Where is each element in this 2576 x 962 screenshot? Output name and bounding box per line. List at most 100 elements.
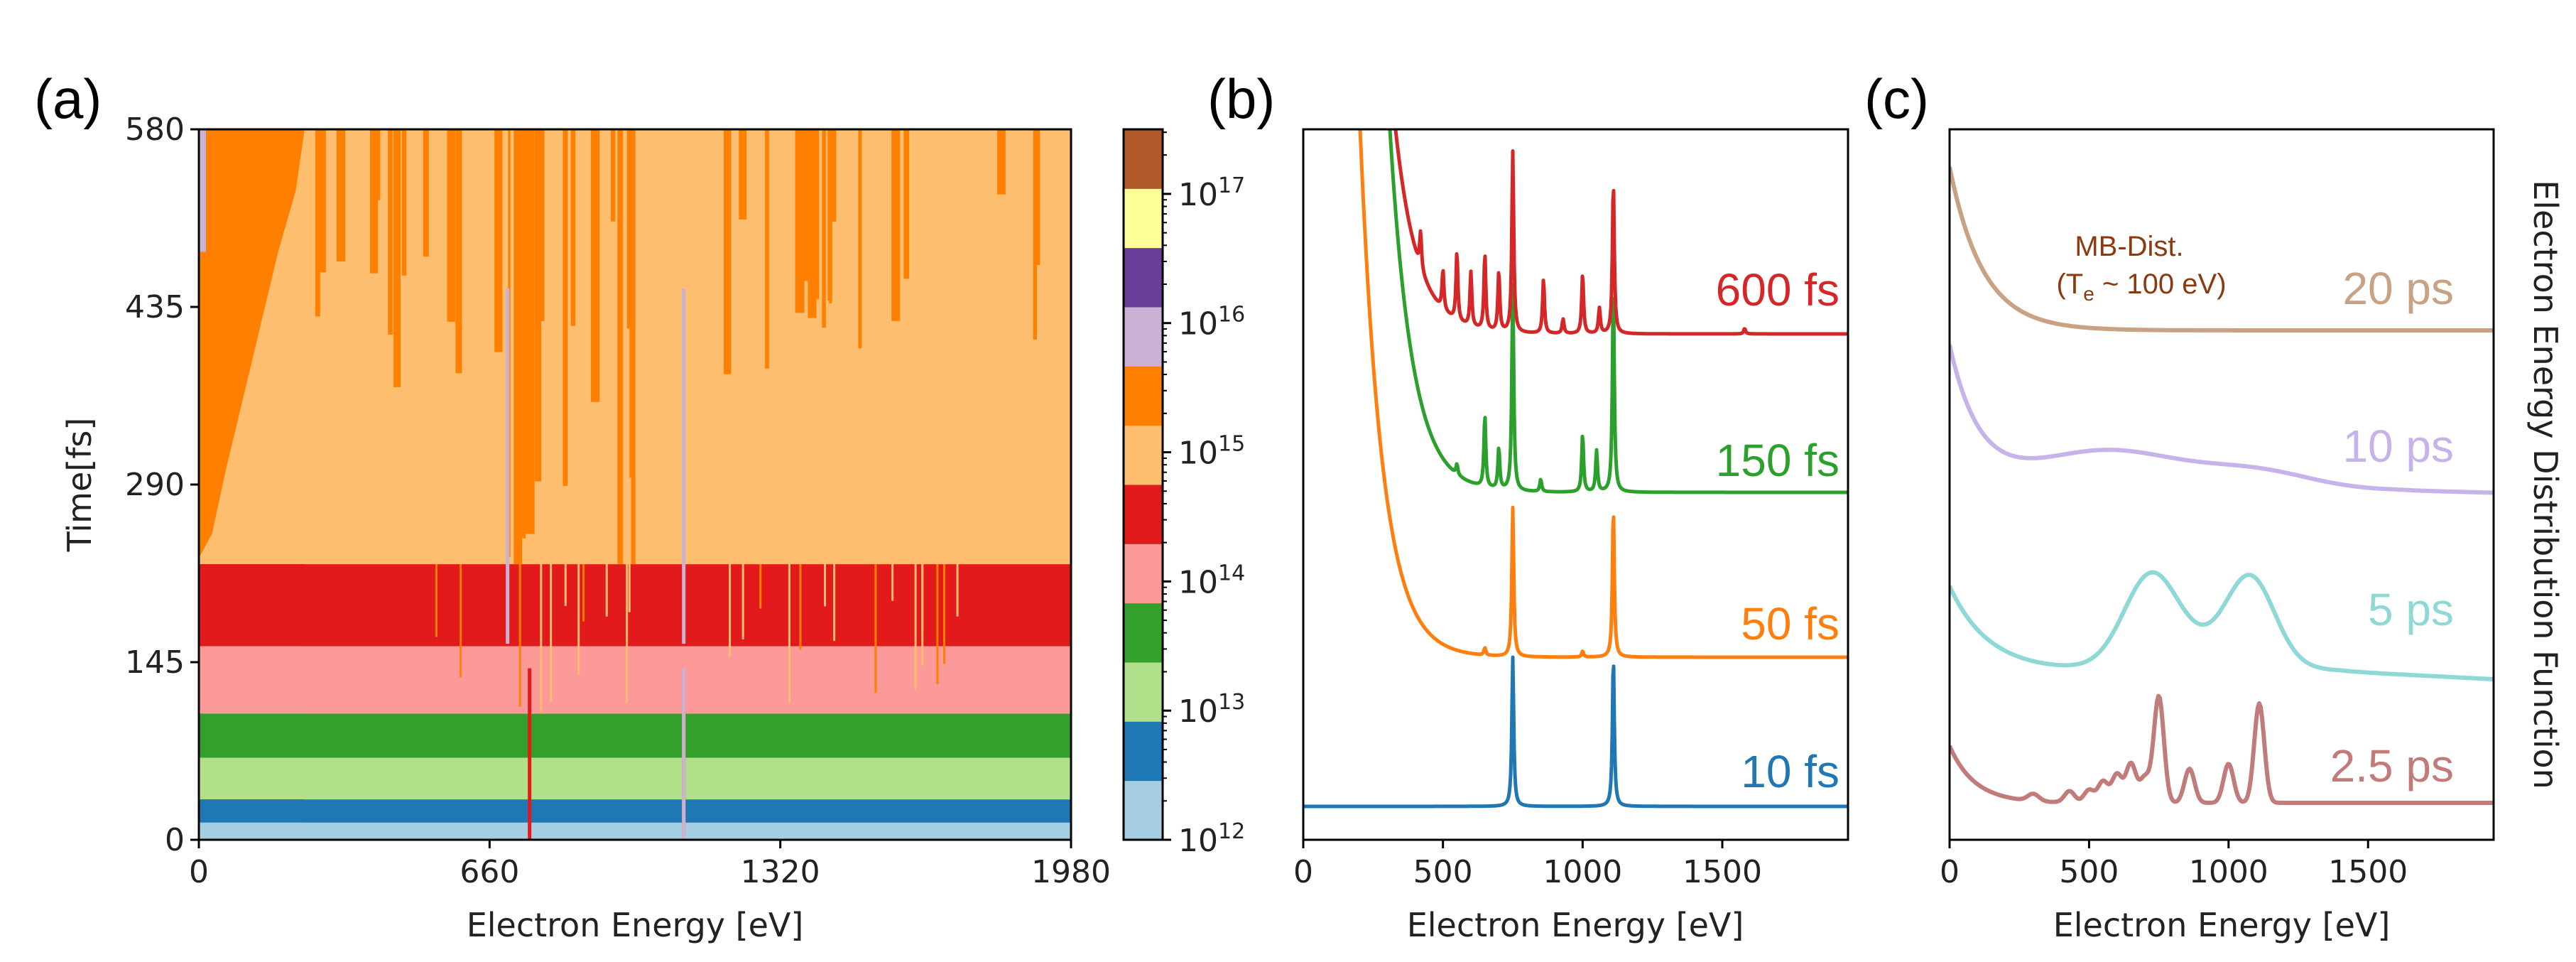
spectra-fs-plot-area	[1303, 129, 1848, 809]
x-tick-label: 1000	[1543, 854, 1622, 890]
heatmap-streak	[741, 564, 744, 639]
heatmap-streak	[563, 129, 568, 486]
heatmap-streak	[393, 129, 401, 387]
heatmap-streak	[423, 129, 429, 257]
heatmap-streak	[460, 564, 462, 678]
heatmap-streak	[833, 564, 836, 642]
heatmap-streak	[577, 564, 580, 676]
series-line-10-fs	[1303, 655, 1848, 809]
heatmap-streak	[824, 564, 827, 607]
heatmap-band-2	[199, 757, 1071, 800]
heatmap-streak-lavender	[506, 288, 510, 644]
y-tick-label: 435	[125, 289, 185, 325]
colorbar-segment	[1124, 602, 1163, 663]
heatmap-band-step	[199, 713, 305, 724]
series-label-150-fs: 150 fs	[1716, 435, 1839, 486]
heatmap-band-step	[199, 564, 305, 574]
heatmap-streak	[830, 129, 837, 222]
heatmap-streak	[401, 129, 407, 276]
heatmap-streak	[739, 129, 747, 220]
heatmap-streak	[942, 564, 945, 664]
heatmap-band-3	[199, 713, 1071, 758]
heatmap-x-axis-title: Electron Energy [eV]	[467, 906, 804, 944]
heatmap-streak	[617, 129, 624, 565]
panel-label-c: (c)	[1864, 67, 1929, 130]
heatmap-streak	[534, 129, 542, 482]
heatmap-streak	[626, 129, 631, 329]
heatmap-band-step	[199, 822, 305, 833]
heatmap-area	[199, 129, 1071, 840]
x-tick-label: 1000	[2189, 854, 2268, 890]
colorbar-segment	[1124, 307, 1163, 367]
heatmap-streak	[590, 129, 600, 402]
heatmap-streak	[336, 129, 346, 261]
spectra-panel-fs: 0 500 1000 1500 10 fs 50 fs 150 fs 600 fs Elec…	[1293, 128, 1849, 944]
temperature-annotation-sub: e	[2083, 283, 2094, 305]
y-tick-label: 290	[125, 467, 185, 503]
spectra-panel-ps: 0 500 1000 1500 2.5 ps 5 ps 10 ps 20 ps MB-Dis…	[1940, 128, 2565, 944]
heatmap-streak	[788, 564, 790, 703]
series-label-5-ps: 5 ps	[2368, 584, 2454, 635]
y-tick-label: 0	[165, 822, 185, 858]
y-tick-label: 145	[125, 644, 185, 681]
series-label-50-fs: 50 fs	[1741, 598, 1839, 649]
colorbar-segment	[1124, 129, 1163, 189]
heatmap-streak	[765, 129, 769, 369]
heatmap-streak	[516, 129, 522, 565]
heatmap-streak	[891, 564, 894, 601]
heatmap-band-0	[199, 822, 1071, 840]
heatmap-peak-line	[682, 668, 686, 840]
heatmap-x-axis: 0 660 1320 1980	[189, 840, 1111, 890]
heatmap-streak	[519, 129, 526, 539]
heatmap-streak	[518, 564, 521, 707]
heatmap-band-step	[199, 646, 305, 656]
spectra-ps-legend: 2.5 ps 5 ps 10 ps 20 ps	[2330, 263, 2454, 791]
heatmap-streak	[564, 564, 567, 606]
colorbar-segment	[1124, 247, 1163, 308]
heatmap-streak	[921, 564, 924, 666]
x-tick-label: 1320	[741, 854, 820, 890]
eedf-y-axis-title: Electron Energy Distribution Function	[2526, 180, 2565, 789]
x-tick-label: 660	[460, 854, 519, 890]
heatmap-streak	[540, 564, 543, 713]
colorbar-tick-label: 1017	[1178, 173, 1245, 213]
heatmap-streak	[858, 129, 862, 349]
y-tick-label: 580	[125, 112, 185, 148]
heatmap-streak	[996, 129, 1006, 195]
panel-label-b: (b)	[1207, 67, 1275, 130]
colorbar-tick-label: 1012	[1178, 819, 1245, 859]
heatmap-streak	[810, 129, 818, 244]
series-line-20-ps	[1950, 166, 2494, 333]
heatmap-streak	[822, 129, 826, 328]
series-line-600-fs	[1393, 129, 1848, 336]
x-tick-label: 1500	[2328, 854, 2408, 890]
x-tick-label: 0	[189, 854, 209, 890]
colorbar-segment	[1124, 544, 1163, 604]
colorbar-segment	[1124, 366, 1163, 426]
series-label-600-fs: 600 fs	[1716, 264, 1839, 315]
series-line-50-fs	[1358, 129, 1848, 659]
heatmap-streak	[455, 129, 462, 374]
x-tick-label: 1980	[1031, 854, 1111, 890]
x-tick-label: 500	[1413, 854, 1473, 890]
heatmap-band-5	[199, 564, 1071, 647]
heatmap-y-axis-title: Time[fs]	[60, 418, 99, 553]
colorbar-ticks: 1012 1013 1014 1015 1016 1017	[1163, 131, 1245, 859]
heatmap-band-1	[199, 799, 1071, 823]
series-line-2.5-ps	[1950, 693, 2494, 805]
panel-label-a: (a)	[34, 67, 102, 130]
heatmap-streak	[370, 129, 379, 274]
x-tick-label: 500	[2059, 854, 2119, 890]
heatmap-streak	[827, 129, 832, 301]
heatmap-streak	[320, 129, 326, 273]
colorbar-segment	[1124, 485, 1163, 544]
x-tick-label: 0	[1293, 854, 1313, 890]
spectra-fs-x-axis-title: Electron Energy [eV]	[1407, 906, 1744, 944]
colorbar-frame	[1122, 128, 1164, 841]
colorbar-tick-label: 1016	[1178, 303, 1245, 342]
heatmap-streak	[914, 564, 917, 690]
heatmap-streak	[435, 564, 438, 637]
heatmap-streak	[611, 129, 616, 222]
spectra-ps-x-axis: 0 500 1000 1500	[1940, 840, 2408, 890]
spectra-fs-x-axis: 0 500 1000 1500	[1293, 840, 1762, 890]
